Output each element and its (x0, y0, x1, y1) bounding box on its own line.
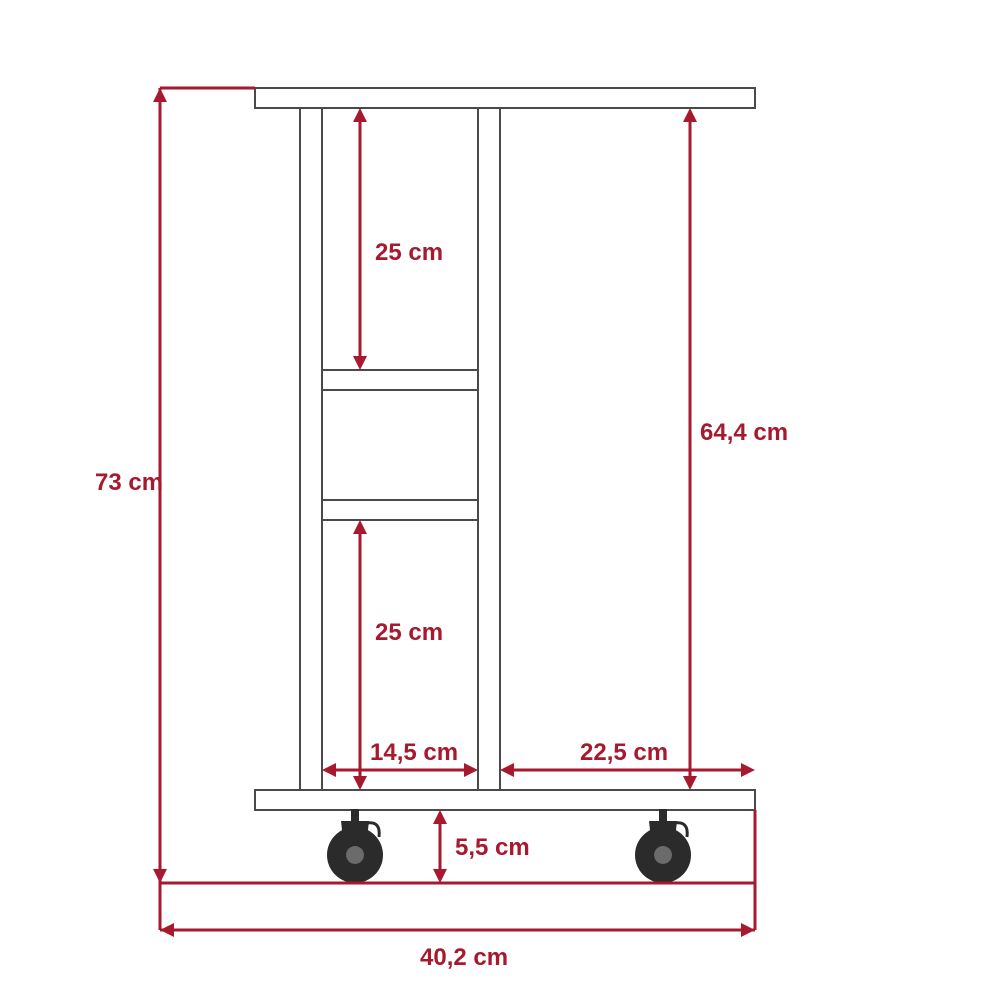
caster-wheel-1 (635, 809, 691, 883)
dim-upper-gap: 25 cm (375, 239, 443, 266)
mid-panel (478, 108, 500, 790)
inner-shelf-lower (322, 500, 478, 520)
dim-overall-height: 73 cm (95, 469, 163, 496)
dim-wheel-height: 5,5 cm (455, 834, 530, 861)
dimension-diagram: 73 cm 40,2 cm 64,4 cm 25 cm 25 cm 14,5 cm 22,5… (0, 0, 1000, 1000)
inner-shelf-upper (322, 370, 478, 390)
top-shelf (255, 88, 755, 108)
left-panel (300, 108, 322, 790)
dim-right-width: 22,5 cm (580, 739, 668, 766)
dim-inner-height: 64,4 cm (700, 419, 788, 446)
dim-lower-gap: 25 cm (375, 619, 443, 646)
caster-wheel-0 (327, 809, 383, 883)
dim-overall-width: 40,2 cm (420, 944, 508, 971)
dim-left-width: 14,5 cm (370, 739, 458, 766)
bottom-shelf (255, 790, 755, 810)
